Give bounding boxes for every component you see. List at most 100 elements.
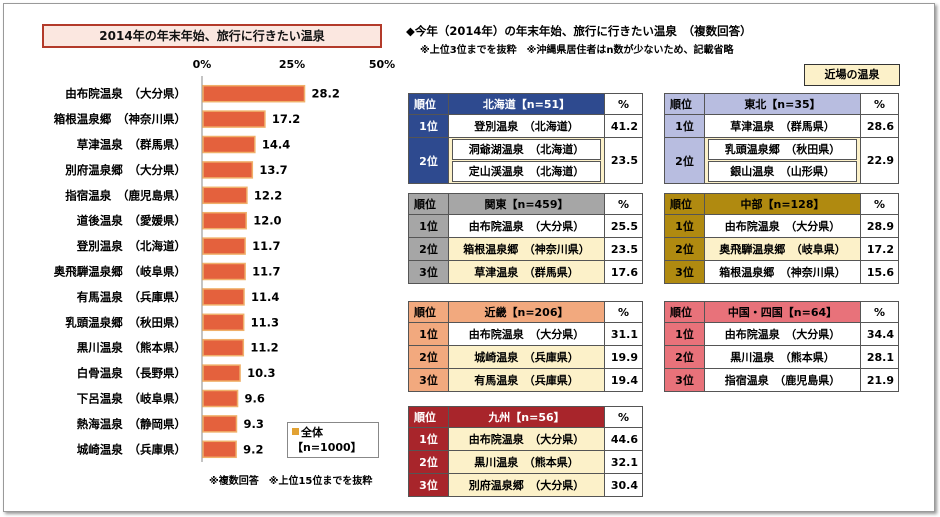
chart-footnote: ※複数回答 ※上位15位までを抜粋 xyxy=(209,476,373,487)
header-region: 東北【n=35】 xyxy=(704,93,861,115)
category-label: 道後温泉 （愛媛県） xyxy=(77,214,186,228)
bar xyxy=(202,313,245,332)
data-label: 12.0 xyxy=(253,214,281,228)
pct-value: 19.9 xyxy=(604,345,643,369)
region-table-hokkaido: 順位 北海道【n=51】% 1位 登別温泉 （北海道） 41.2 2位 洞爺湖温泉 （北海道… xyxy=(408,93,643,184)
pct-value: 32.1 xyxy=(604,450,643,474)
bar xyxy=(202,110,266,128)
rank-cell: 2位 xyxy=(664,345,705,369)
bar xyxy=(202,389,239,408)
pct-value: 23.5 xyxy=(604,137,643,184)
table-row: 1位 登別温泉 （北海道） 41.2 xyxy=(408,114,643,138)
pct-value: 17.2 xyxy=(860,237,899,261)
table-row: 2位 箱根温泉郷 （神奈川県） 23.5 xyxy=(408,237,643,261)
data-label: 17.2 xyxy=(272,112,300,126)
bar xyxy=(202,135,256,154)
bar xyxy=(202,364,241,382)
onsen-name: 定山渓温泉 （北海道） xyxy=(452,161,601,182)
bar xyxy=(202,288,245,306)
data-label: 11.7 xyxy=(252,239,280,253)
data-label: 9.2 xyxy=(243,442,263,456)
pct-value: 31.1 xyxy=(604,322,643,346)
chart-legend: 全体 【n=1000】 xyxy=(287,422,379,458)
data-label: 9.3 xyxy=(243,417,263,431)
table-row: 2位 奥飛騨温泉郷 （岐阜県） 17.2 xyxy=(664,237,899,261)
category-label: 草津温泉 （群馬県） xyxy=(77,138,186,152)
header-rank: 順位 xyxy=(408,406,449,428)
bar xyxy=(202,262,246,281)
table-row: 2位 乳頭温泉郷 （秋田県） 銀山温泉 （山形県） 22.9 xyxy=(664,137,899,184)
pct-value: 23.5 xyxy=(604,237,643,261)
data-label: 12.2 xyxy=(254,188,282,202)
rank-cell: 1位 xyxy=(408,427,449,451)
header-rank: 順位 xyxy=(664,193,705,215)
rank-cell: 3位 xyxy=(408,368,449,392)
rank-cell: 1位 xyxy=(664,322,705,346)
category-label: 熱海温泉 （静岡県） xyxy=(77,417,186,431)
pct-value: 34.4 xyxy=(860,322,899,346)
bar xyxy=(202,84,306,103)
nearby-legend: 近場の温泉 xyxy=(804,64,900,86)
table-row: 2位 黒川温泉 （熊本県） 32.1 xyxy=(408,450,643,474)
pct-value: 17.6 xyxy=(604,260,643,284)
pct-value: 28.6 xyxy=(860,114,899,138)
category-label: 指宿温泉 （鹿児島県） xyxy=(65,188,186,202)
category-label: 乳頭温泉郷 （秋田県） xyxy=(65,315,186,329)
onsen-name: 洞爺湖温泉 （北海道） xyxy=(452,139,601,160)
category-label: 登別温泉 （北海道） xyxy=(76,239,186,253)
header-region: 中国・四国【n=64】 xyxy=(704,301,861,323)
table-row: 1位 草津温泉 （群馬県） 28.6 xyxy=(664,114,899,138)
category-label: 有馬温泉 （兵庫県） xyxy=(77,290,186,304)
rank-cell: 2位 xyxy=(408,137,449,184)
pct-value: 21.9 xyxy=(860,368,899,392)
chart-title: 2014年の年末年始、旅行に行きたい温泉 xyxy=(42,24,382,48)
regions-note: ※上位3位までを抜粋 ※沖縄県居住者はn数が少ないため、記載省略 xyxy=(420,45,734,56)
rank-cell: 2位 xyxy=(664,237,705,261)
rank-cell: 2位 xyxy=(408,237,449,261)
data-label: 28.2 xyxy=(312,87,340,101)
header-region: 北海道【n=51】 xyxy=(448,93,605,115)
pct-value: 28.9 xyxy=(860,214,899,238)
table-row: 2位 城崎温泉 （兵庫県） 19.9 xyxy=(408,345,643,369)
bar xyxy=(202,338,245,357)
bar-chart: 0% 25% 50% 由布院温泉 （大分県） 28.2 箱根温泉郷 （神奈川県） 17.2 草… xyxy=(53,58,395,462)
rank-cell: 3位 xyxy=(664,260,705,284)
region-table-chugoku_shikoku: 順位 中国・四国【n=64】% 1位 由布院温泉 （大分県） 34.4 2位 黒川温泉 （熊… xyxy=(664,301,899,392)
onsen-name-cell: 由布院温泉 （大分県） xyxy=(448,214,605,238)
table-row: 1位 由布院温泉 （大分県） 31.1 xyxy=(408,322,643,346)
bar xyxy=(202,211,247,230)
onsen-name-cell: 別府温泉郷 （大分県） xyxy=(448,473,605,497)
onsen-name-cell: 指宿温泉 （鹿児島県） xyxy=(704,368,861,392)
data-label: 11.7 xyxy=(252,265,280,279)
pct-value: 19.4 xyxy=(604,368,643,392)
table-row: 1位 由布院温泉 （大分県） 28.9 xyxy=(664,214,899,238)
region-table-kyushu: 順位 九州【n=56】% 1位 由布院温泉 （大分県） 44.6 2位 黒川温泉 （熊本県）… xyxy=(408,406,643,497)
table-row: 1位 由布院温泉 （大分県） 34.4 xyxy=(664,322,899,346)
onsen-name-cell: 由布院温泉 （大分県） xyxy=(448,322,605,346)
onsen-name-cell: 有馬温泉 （兵庫県） xyxy=(448,368,605,392)
rank-cell: 3位 xyxy=(408,473,449,497)
pct-value: 30.4 xyxy=(604,473,643,497)
table-row: 3位 箱根温泉郷 （神奈川県） 15.6 xyxy=(664,260,899,284)
rank-cell: 2位 xyxy=(664,137,705,184)
category-label: 由布院温泉 （大分県） xyxy=(65,87,186,101)
onsen-name-cell: 登別温泉 （北海道） xyxy=(448,114,605,138)
header-pct: % xyxy=(604,193,643,215)
onsen-name-cell: 城崎温泉 （兵庫県） xyxy=(448,345,605,369)
bar xyxy=(202,186,248,205)
header-rank: 順位 xyxy=(408,93,449,115)
header-pct: % xyxy=(860,93,899,115)
header-region: 関東【n=459】 xyxy=(448,193,605,215)
header-rank: 順位 xyxy=(408,301,449,323)
data-label: 11.4 xyxy=(251,290,279,304)
rank-cell: 3位 xyxy=(664,368,705,392)
header-pct: % xyxy=(860,193,899,215)
figure-frame: 2014年の年末年始、旅行に行きたい温泉 0% 25% 50% 由布院温泉 （大分県）… xyxy=(3,3,935,512)
x-tick-label: 0% xyxy=(193,58,212,71)
bar xyxy=(202,415,238,433)
rank-cell: 1位 xyxy=(408,114,449,138)
category-label: 別府温泉郷 （大分県） xyxy=(64,163,186,177)
category-label: 白骨温泉 （長野県） xyxy=(77,366,186,380)
header-region: 中部【n=128】 xyxy=(704,193,861,215)
bar xyxy=(202,161,254,179)
